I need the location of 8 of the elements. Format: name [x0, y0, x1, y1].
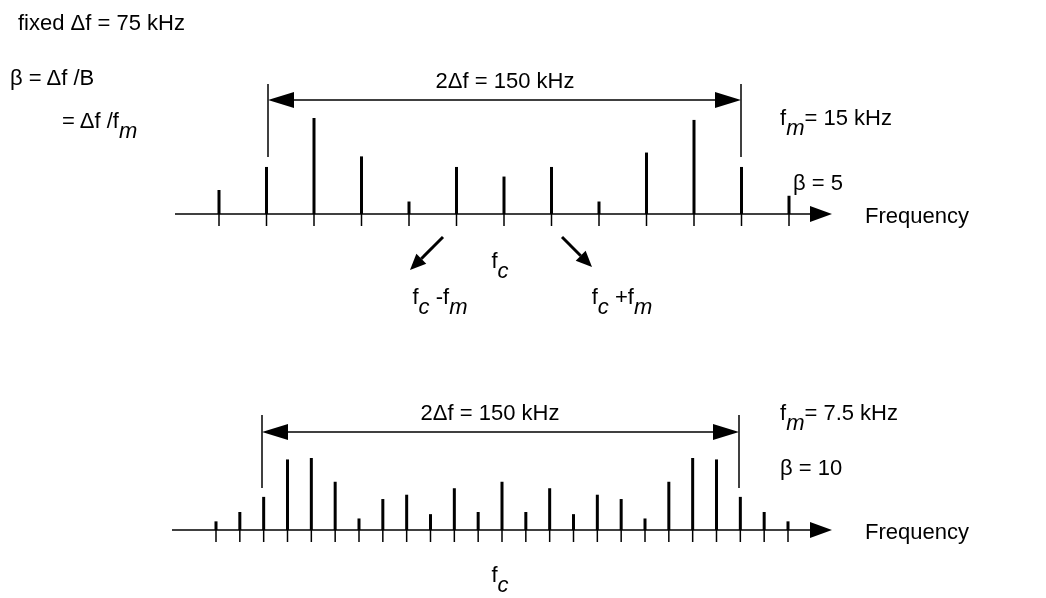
text: 2Δf = 150 kHz: [435, 68, 575, 93]
annotation: β = 10: [780, 455, 843, 480]
x-axis-title: Frequency: [865, 203, 969, 228]
annotation: β = 5: [793, 170, 843, 195]
text: 2Δf = 150 kHz: [420, 400, 560, 425]
text: β = Δf /B: [10, 65, 95, 90]
text: fixed Δf = 75 kHz: [18, 10, 185, 35]
x-axis-title: Frequency: [865, 519, 969, 544]
